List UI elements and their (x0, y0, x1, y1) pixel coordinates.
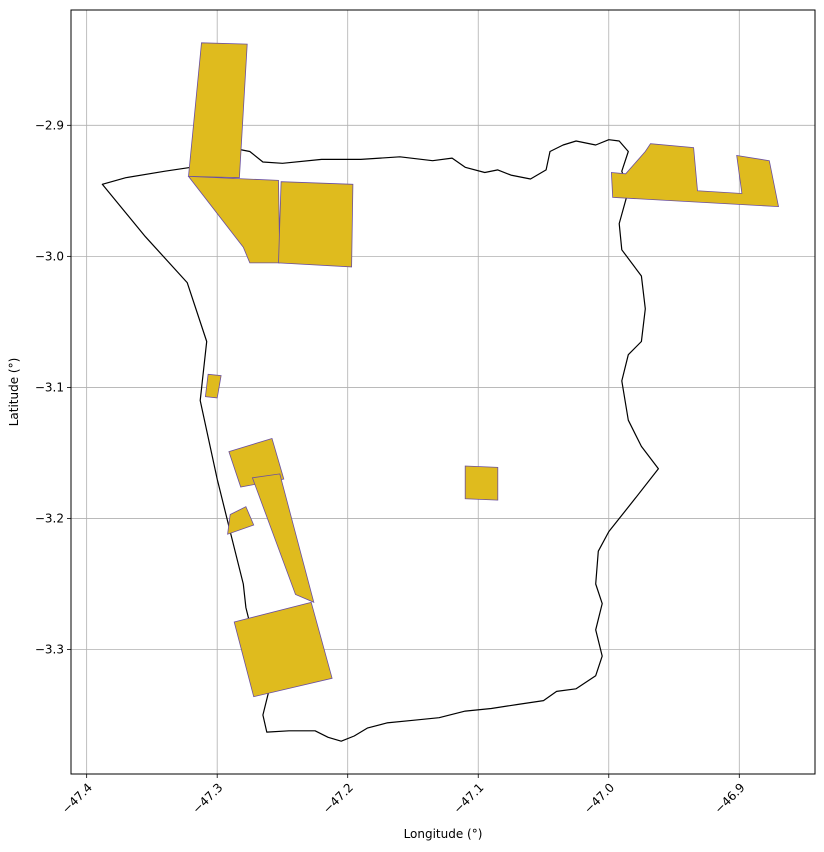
area-polygon-8 (227, 506, 255, 535)
area-polygon-9 (233, 601, 333, 698)
plot-frame (70, 9, 816, 775)
x-axis-ticks: −47.4 −47.3 −47.2 −47.1 −47.0 −46.9 (59, 774, 748, 816)
x-tick-label-2: −47.2 (320, 780, 356, 816)
x-tick-label-1: −47.3 (190, 780, 226, 816)
area-polygon-5 (204, 373, 222, 399)
x-tick-label-5: −46.9 (712, 780, 748, 816)
x-axis-label: Longitude (°) (404, 827, 483, 841)
area-polygon-7 (251, 473, 315, 603)
y-tick-label-1: −3.0 (35, 249, 64, 263)
y-axis-label: Latitude (°) (7, 358, 21, 427)
x-tick-label-4: −47.0 (581, 780, 617, 816)
y-tick-label-3: −3.2 (35, 511, 64, 525)
x-tick-label-3: −47.1 (451, 780, 487, 816)
area-polygon-1 (188, 42, 248, 179)
y-tick-label-2: −3.1 (35, 380, 64, 394)
y-axis-ticks: −2.9 −3.0 −3.1 −3.2 −3.3 (35, 118, 71, 657)
y-tick-label-0: −2.9 (35, 118, 64, 132)
area-polygon-3 (278, 181, 354, 268)
y-tick-label-4: −3.3 (35, 643, 64, 657)
x-tick-label-0: −47.4 (59, 780, 95, 816)
boundary-outline (101, 139, 660, 742)
grid (71, 10, 815, 774)
municipality-boundary (101, 139, 660, 742)
area-polygons (187, 42, 779, 698)
area-polygon-10 (464, 465, 499, 501)
area-polygon-2 (187, 175, 281, 264)
area-polygon-4 (610, 143, 779, 208)
